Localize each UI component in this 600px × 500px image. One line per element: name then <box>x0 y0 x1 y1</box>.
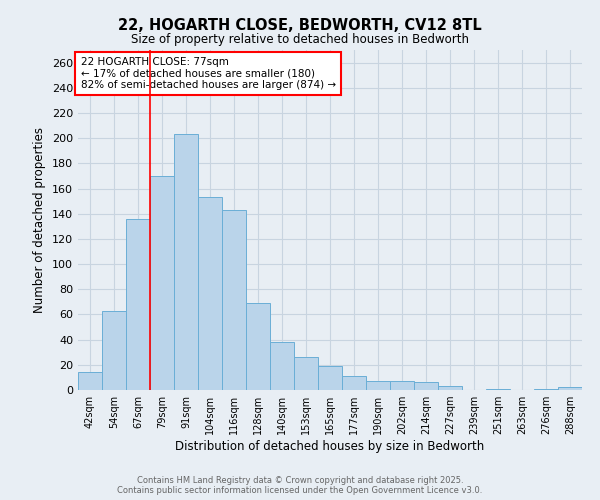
Bar <box>246 303 270 390</box>
Bar <box>558 388 582 390</box>
Bar <box>534 388 558 390</box>
Y-axis label: Number of detached properties: Number of detached properties <box>34 127 46 313</box>
Text: 22, HOGARTH CLOSE, BEDWORTH, CV12 8TL: 22, HOGARTH CLOSE, BEDWORTH, CV12 8TL <box>118 18 482 32</box>
Bar <box>150 176 174 390</box>
Bar <box>222 210 246 390</box>
X-axis label: Distribution of detached houses by size in Bedworth: Distribution of detached houses by size … <box>175 440 485 453</box>
Bar <box>174 134 198 390</box>
Text: Size of property relative to detached houses in Bedworth: Size of property relative to detached ho… <box>131 32 469 46</box>
Bar <box>414 382 438 390</box>
Bar <box>342 376 366 390</box>
Text: Contains HM Land Registry data © Crown copyright and database right 2025.
Contai: Contains HM Land Registry data © Crown c… <box>118 476 482 495</box>
Bar <box>126 218 150 390</box>
Bar <box>390 381 414 390</box>
Bar <box>102 310 126 390</box>
Bar <box>198 198 222 390</box>
Bar <box>486 388 510 390</box>
Bar <box>78 372 102 390</box>
Bar <box>366 381 390 390</box>
Text: 22 HOGARTH CLOSE: 77sqm
← 17% of detached houses are smaller (180)
82% of semi-d: 22 HOGARTH CLOSE: 77sqm ← 17% of detache… <box>80 57 335 90</box>
Bar <box>294 358 318 390</box>
Bar <box>438 386 462 390</box>
Bar <box>270 342 294 390</box>
Bar <box>318 366 342 390</box>
